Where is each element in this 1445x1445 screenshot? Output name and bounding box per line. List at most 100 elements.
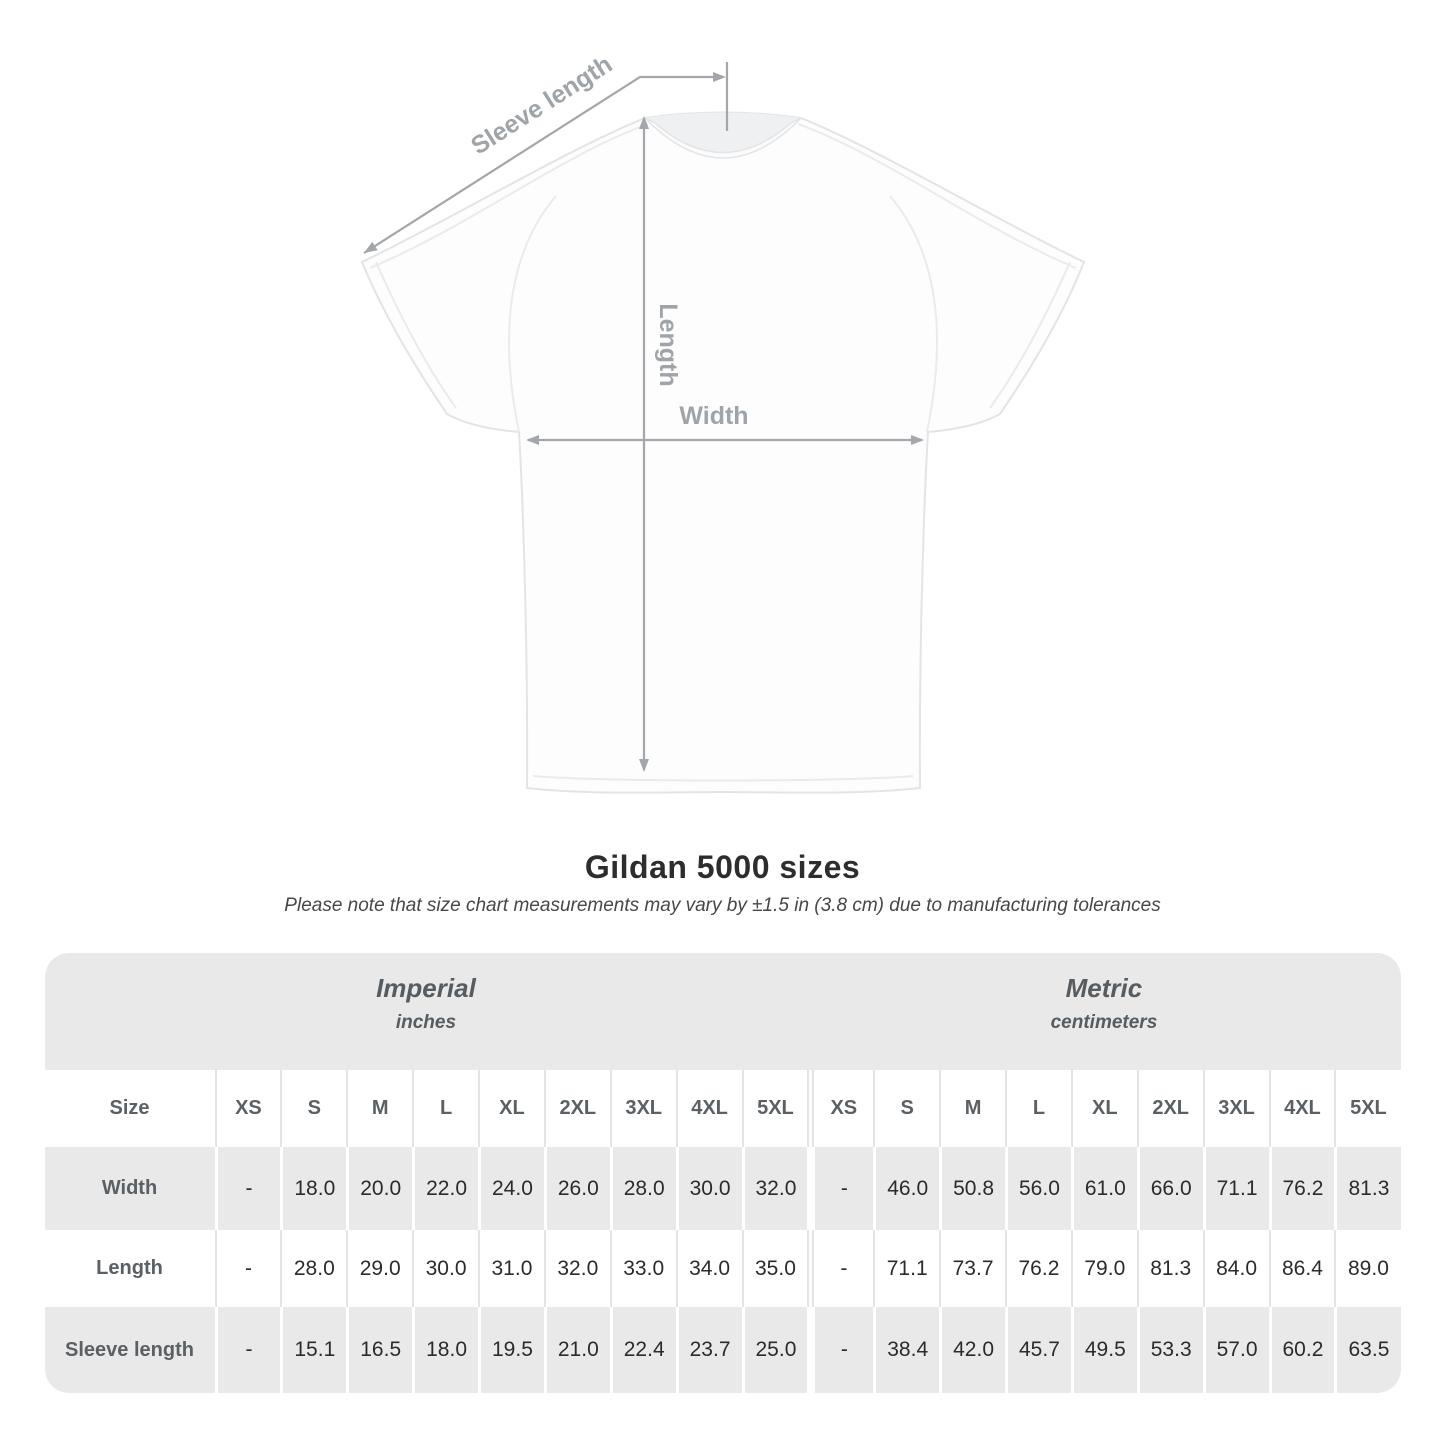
value-cell: 28.0 xyxy=(280,1230,347,1307)
value-cell: 32.0 xyxy=(543,1230,610,1307)
value-cell: 31.0 xyxy=(478,1230,544,1307)
value-cell: 84.0 xyxy=(1202,1230,1269,1307)
value-cell: 61.0 xyxy=(1070,1147,1137,1230)
metric-label: Metric xyxy=(1065,973,1143,1003)
size-col-header: S xyxy=(873,1070,940,1147)
value-cell: 30.0 xyxy=(675,1147,742,1230)
value-cell: 63.5 xyxy=(1334,1307,1401,1393)
row-label-length: Length xyxy=(44,1230,215,1307)
value-cell: 29.0 xyxy=(346,1230,413,1307)
width-label: Width xyxy=(679,402,748,430)
size-col-header: XS xyxy=(214,1070,281,1147)
arrowheads xyxy=(364,72,924,772)
tshirt-graphic xyxy=(360,111,1086,794)
value-cell: 22.0 xyxy=(412,1147,478,1230)
value-cell: 21.0 xyxy=(543,1307,610,1393)
sleeve-length-row: Sleeve length - 15.1 16.5 18.0 19.5 21.0… xyxy=(44,1307,1401,1393)
size-header-row: Size XS S M L XL 2XL 3XL 4XL 5XL XS S M … xyxy=(44,1070,1401,1147)
value-cell: 30.0 xyxy=(412,1230,478,1307)
value-cell: 23.7 xyxy=(675,1307,742,1393)
size-col-header: 5XL xyxy=(1334,1070,1401,1147)
size-header: Size xyxy=(44,1070,215,1147)
value-cell: 89.0 xyxy=(1334,1230,1401,1307)
value-cell: - xyxy=(807,1307,874,1393)
value-cell: 18.0 xyxy=(412,1307,478,1393)
tshirt-measurement-diagram: Sleeve length Length Width xyxy=(360,50,1086,794)
tshirt-diagram-svg: Sleeve length Length Width xyxy=(360,50,1086,794)
imperial-label: Imperial xyxy=(376,973,476,1003)
value-cell: 32.0 xyxy=(741,1147,808,1230)
size-col-header: M xyxy=(939,1070,1005,1147)
length-row: Length - 28.0 29.0 30.0 31.0 32.0 33.0 3… xyxy=(44,1230,1401,1307)
size-col-header: XL xyxy=(478,1070,544,1147)
value-cell: 24.0 xyxy=(478,1147,544,1230)
value-cell: 73.7 xyxy=(939,1230,1005,1307)
value-cell: 34.0 xyxy=(675,1230,742,1307)
length-arrowhead-bottom xyxy=(639,759,649,772)
value-cell: 35.0 xyxy=(741,1230,808,1307)
size-col-header: 3XL xyxy=(609,1070,676,1147)
row-label-width: Width xyxy=(44,1147,215,1230)
value-cell: - xyxy=(214,1230,281,1307)
size-col-header: XL xyxy=(1070,1070,1137,1147)
metric-sublabel: centimeters xyxy=(1050,1012,1158,1033)
length-arrowhead-top xyxy=(639,116,649,129)
value-cell: 38.4 xyxy=(873,1307,940,1393)
value-cell: 76.2 xyxy=(1005,1230,1071,1307)
value-cell: 66.0 xyxy=(1136,1147,1203,1230)
size-col-header: L xyxy=(412,1070,478,1147)
sleeve-arrowhead-left xyxy=(364,241,378,253)
imperial-sublabel: inches xyxy=(395,1012,457,1033)
value-cell: 45.7 xyxy=(1005,1307,1071,1393)
value-cell: 53.3 xyxy=(1136,1307,1203,1393)
size-col-header: XS xyxy=(807,1070,874,1147)
size-col-header: S xyxy=(280,1070,347,1147)
width-arrowhead-right xyxy=(911,435,924,445)
length-label: Length xyxy=(654,303,682,386)
value-cell: 15.1 xyxy=(280,1307,347,1393)
value-cell: 25.0 xyxy=(741,1307,808,1393)
value-cell: - xyxy=(214,1147,281,1230)
size-col-header: 4XL xyxy=(1268,1070,1335,1147)
value-cell: 18.0 xyxy=(280,1147,347,1230)
size-col-header: 5XL xyxy=(741,1070,808,1147)
width-row: Width - 18.0 20.0 22.0 24.0 26.0 28.0 30… xyxy=(44,1147,1401,1230)
value-cell: 49.5 xyxy=(1070,1307,1137,1393)
value-cell: - xyxy=(807,1147,874,1230)
value-cell: 20.0 xyxy=(346,1147,413,1230)
value-cell: 60.2 xyxy=(1268,1307,1335,1393)
collar-band xyxy=(644,117,802,159)
sleeve-arrowhead-right xyxy=(713,72,726,82)
tshirt-body-outline xyxy=(360,111,1086,794)
value-cell: 26.0 xyxy=(543,1147,610,1230)
measurement-arrows xyxy=(363,62,922,770)
value-cell: 81.3 xyxy=(1136,1230,1203,1307)
unit-group-row: Imperial inches Metric centimeters xyxy=(44,953,1401,1070)
value-cell: 57.0 xyxy=(1202,1307,1269,1393)
value-cell: 56.0 xyxy=(1005,1147,1071,1230)
value-cell: 71.1 xyxy=(873,1230,940,1307)
size-col-header: 4XL xyxy=(675,1070,742,1147)
value-cell: 19.5 xyxy=(478,1307,544,1393)
page-title: Gildan 5000 sizes xyxy=(584,849,861,885)
value-cell: 50.8 xyxy=(939,1147,1005,1230)
imperial-group-header: Imperial inches xyxy=(44,953,808,1070)
sleeve-length-arrow xyxy=(363,62,729,254)
tolerance-note: Please note that size chart measurements… xyxy=(284,895,1161,916)
size-col-header: 2XL xyxy=(1136,1070,1203,1147)
value-cell: 16.5 xyxy=(346,1307,413,1393)
size-col-header: 3XL xyxy=(1202,1070,1269,1147)
metric-group-header: Metric centimeters xyxy=(807,953,1401,1070)
width-arrowhead-left xyxy=(526,435,539,445)
value-cell: - xyxy=(214,1307,281,1393)
value-cell: - xyxy=(807,1230,874,1307)
value-cell: 42.0 xyxy=(939,1307,1005,1393)
value-cell: 81.3 xyxy=(1334,1147,1401,1230)
value-cell: 46.0 xyxy=(873,1147,940,1230)
value-cell: 33.0 xyxy=(609,1230,676,1307)
value-cell: 28.0 xyxy=(609,1147,676,1230)
size-col-header: 2XL xyxy=(543,1070,610,1147)
size-col-header: L xyxy=(1005,1070,1071,1147)
size-table: Imperial inches Metric centimeters Size … xyxy=(44,953,1401,1393)
value-cell: 76.2 xyxy=(1268,1147,1335,1230)
